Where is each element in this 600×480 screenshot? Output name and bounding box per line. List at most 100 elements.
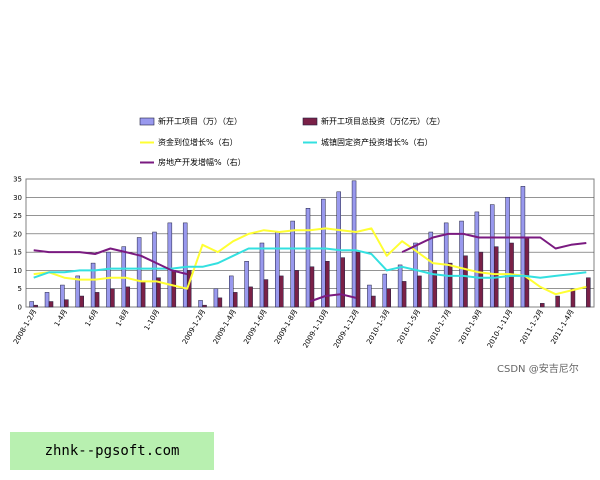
bar-new-projects bbox=[351, 180, 357, 308]
x-tick-label: 1-10月 bbox=[143, 308, 161, 332]
x-tick-label: 2009-1-4月 bbox=[212, 308, 238, 346]
bar-total-investment bbox=[540, 303, 545, 308]
bar-total-investment bbox=[248, 286, 253, 308]
bar-total-investment bbox=[48, 301, 54, 308]
x-tick-label: 1-6月 bbox=[84, 308, 100, 328]
bar-total-investment bbox=[232, 292, 238, 308]
bar-new-projects bbox=[229, 275, 234, 308]
bar-new-projects bbox=[182, 222, 188, 308]
x-tick-label: 2010-1-5月 bbox=[396, 308, 422, 346]
bar-new-projects bbox=[90, 262, 96, 308]
bar-total-investment bbox=[325, 261, 330, 308]
bar-new-projects bbox=[290, 220, 295, 308]
bar-total-investment bbox=[478, 251, 484, 308]
y-tick-label: 25 bbox=[13, 212, 22, 220]
y-tick-label: 0 bbox=[18, 304, 22, 312]
bar-new-projects bbox=[259, 242, 265, 308]
bar-total-investment bbox=[79, 295, 84, 308]
bar-total-investment bbox=[279, 275, 284, 308]
bar-new-projects bbox=[75, 275, 80, 308]
legend-swatch bbox=[302, 117, 318, 126]
bar-total-investment bbox=[171, 270, 177, 308]
banner[interactable]: zhnk--pgsoft.com bbox=[10, 432, 214, 470]
bar-total-investment bbox=[555, 295, 560, 308]
legend-label: 新开工项目总投资（万亿元）（左） bbox=[321, 116, 445, 126]
x-tick-label: 2009-1-10月 bbox=[302, 308, 331, 349]
legend-label: 资金到位增长%（右） bbox=[158, 137, 238, 147]
bar-total-investment bbox=[401, 281, 407, 308]
bar-total-investment bbox=[94, 292, 100, 308]
y-tick-label: 10 bbox=[13, 267, 22, 275]
legend-label: 新开工项目（万）（左） bbox=[158, 116, 242, 126]
bar-total-investment bbox=[586, 277, 591, 308]
x-tick-label: 1-4月 bbox=[53, 308, 69, 328]
x-tick-label: 2011-1-2月 bbox=[519, 308, 545, 346]
x-tick-label: 2010-1-11月 bbox=[486, 308, 515, 349]
bar-new-projects bbox=[275, 231, 280, 308]
bar-new-projects bbox=[367, 284, 372, 308]
legend-swatch bbox=[139, 117, 155, 126]
x-tick-label: 2009-1-6月 bbox=[242, 308, 268, 346]
bar-new-projects bbox=[60, 284, 65, 308]
bar-total-investment bbox=[140, 281, 146, 308]
x-tick-label: 2009-1-2月 bbox=[181, 308, 207, 346]
bar-new-projects bbox=[29, 301, 34, 308]
y-tick-label: 20 bbox=[13, 230, 22, 238]
legend-label: 房地产开发增幅%（右） bbox=[158, 157, 246, 167]
bar-new-projects bbox=[44, 292, 50, 308]
line-funds-growth bbox=[33, 227, 587, 296]
bar-total-investment bbox=[309, 266, 315, 308]
x-tick-label: 2008-1-2月 bbox=[12, 308, 38, 346]
x-tick-label: 2011-1-4月 bbox=[549, 308, 575, 346]
x-tick-label: 2010-1-7月 bbox=[427, 308, 453, 346]
x-tick-label: 2009-1-12月 bbox=[332, 308, 361, 349]
bar-total-investment bbox=[570, 288, 576, 308]
bar-new-projects bbox=[382, 273, 388, 308]
bar-total-investment bbox=[417, 275, 422, 308]
watermark: CSDN @安吉尼尔 bbox=[497, 362, 579, 375]
bar-total-investment bbox=[371, 295, 376, 308]
bar-total-investment bbox=[463, 255, 468, 308]
bar-total-investment bbox=[340, 257, 345, 308]
bar-total-investment bbox=[202, 304, 207, 308]
bar-new-projects bbox=[489, 204, 495, 308]
bar-new-projects bbox=[198, 300, 203, 308]
bar-new-projects bbox=[428, 231, 434, 308]
bar-total-investment bbox=[263, 279, 269, 308]
plot-area: 0 5 10 15 20 25 30 35 2008-1-2月 1-4月 1-6月 1-8月 1-10月… bbox=[12, 176, 595, 349]
bar-total-investment bbox=[294, 270, 299, 308]
banner-text: zhnk--pgsoft.com bbox=[44, 443, 180, 459]
bar-new-projects bbox=[106, 251, 111, 308]
bar-new-projects bbox=[244, 261, 249, 308]
bar-total-investment bbox=[524, 237, 530, 308]
x-tick-label: 1-8月 bbox=[114, 308, 130, 328]
legend: 新开工项目（万）（左） 新开工项目总投资（万亿元）（左） 资金到位增长%（右） 城镇固… bbox=[139, 116, 445, 167]
bar-total-investment bbox=[386, 288, 391, 308]
bar-new-projects bbox=[397, 264, 403, 308]
x-tick-label: 2010-1-3月 bbox=[365, 308, 391, 346]
bar-total-investment bbox=[110, 288, 115, 308]
y-tick-label: 5 bbox=[18, 285, 22, 293]
bar-new-projects bbox=[413, 242, 418, 308]
bar-total-investment bbox=[156, 277, 161, 308]
bar-total-investment bbox=[33, 304, 38, 308]
y-tick-label: 30 bbox=[13, 194, 22, 202]
x-tick-label: 2010-1-9月 bbox=[457, 308, 483, 346]
bar-total-investment bbox=[355, 251, 361, 308]
y-tick-label: 35 bbox=[13, 176, 22, 184]
line-realestate-growth bbox=[33, 232, 587, 303]
bar-new-projects bbox=[136, 237, 142, 308]
bar-new-projects bbox=[321, 198, 326, 308]
y-tick-label: 15 bbox=[13, 249, 22, 257]
bar-new-projects bbox=[213, 288, 219, 308]
bar-new-projects bbox=[520, 186, 526, 308]
legend-label: 城镇固定资产投资增长%（右） bbox=[321, 137, 433, 147]
bar-total-investment bbox=[217, 297, 223, 308]
bar-new-projects bbox=[305, 208, 311, 308]
bar-new-projects bbox=[505, 197, 510, 308]
bar-total-investment bbox=[125, 286, 131, 308]
bar-total-investment bbox=[64, 299, 69, 308]
bar-total-investment bbox=[432, 270, 438, 308]
bar-new-projects bbox=[474, 211, 480, 308]
